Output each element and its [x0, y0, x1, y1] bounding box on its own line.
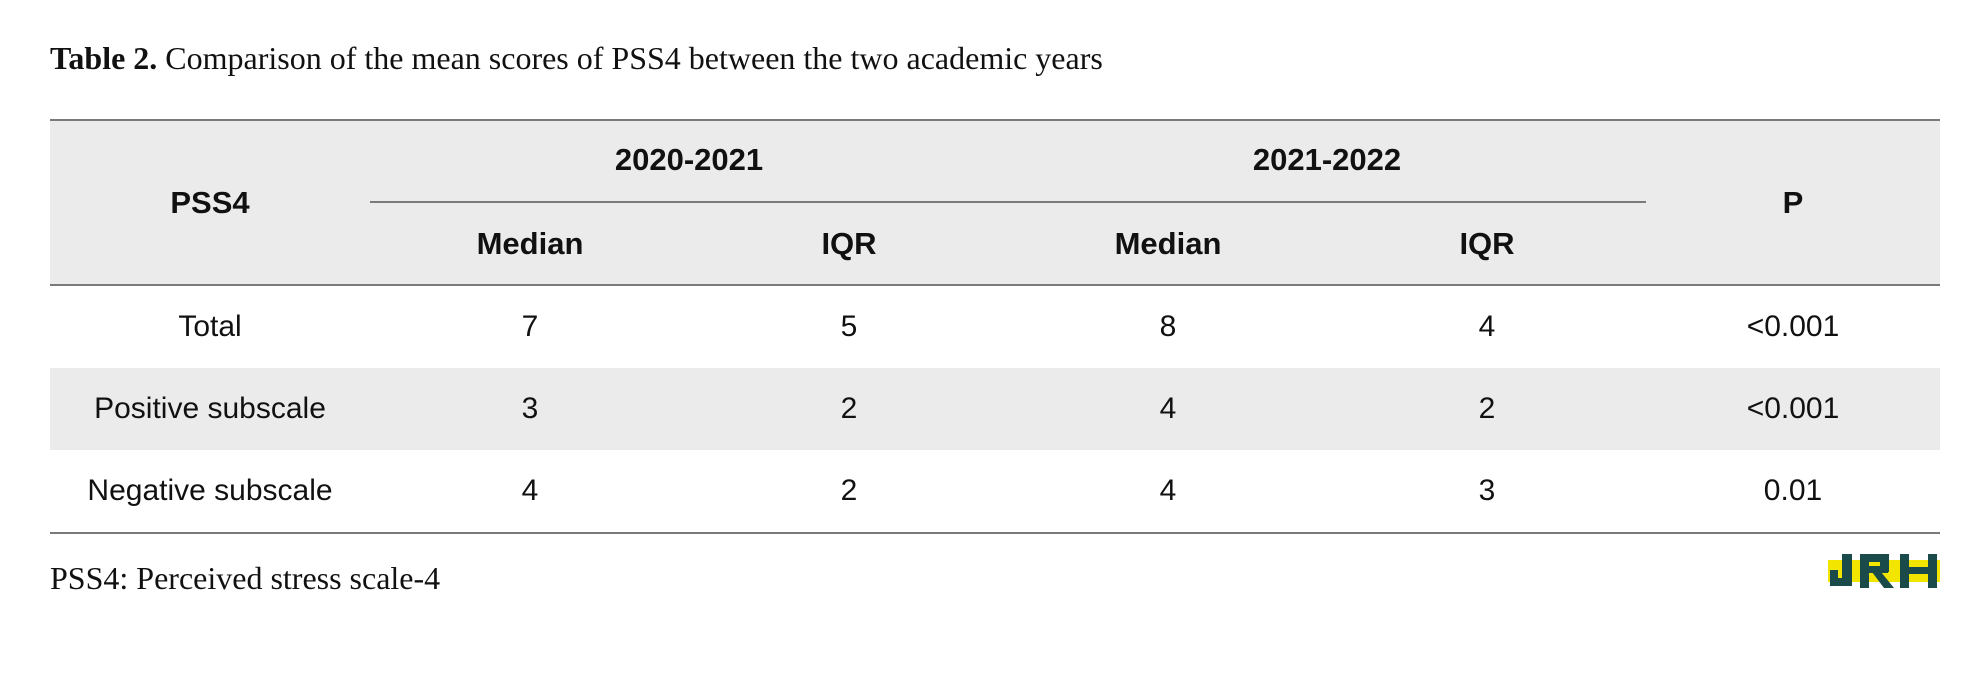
caption-text: Comparison of the mean scores of PSS4 be…	[165, 40, 1103, 76]
cell-median-2020-2021: 3	[521, 392, 539, 425]
group-label: 2020-2021	[614, 142, 764, 177]
logo-letters	[1830, 554, 1937, 588]
cell-iqr-2020-2021: 2	[840, 474, 858, 507]
cell-median-2021-2022: 4	[1159, 474, 1177, 507]
group-label: 2021-2022	[1252, 142, 1402, 177]
cell-p-value: <0.001	[1746, 392, 1840, 425]
results-table: PSS4 2020-2021 2021-2022 P Median IQR Me…	[50, 119, 1940, 534]
table-footnote: PSS4: Perceived stress scale-4	[50, 560, 441, 596]
row-label: Negative subscale	[87, 474, 333, 507]
table-row: Positive subscale 3 2 4 2 <0.001	[50, 368, 1940, 450]
subheader-median: Median	[476, 225, 584, 261]
table-header: PSS4 2020-2021 2021-2022 P Median IQR Me…	[50, 120, 1940, 285]
table-body: Total 7 5 8 4 <0.001 Positive subscale 3…	[50, 285, 1940, 533]
cell-iqr-2021-2022: 3	[1478, 474, 1496, 507]
header-row-groups: PSS4 2020-2021 2021-2022 P	[50, 120, 1940, 220]
group-header-2021-2022: 2021-2022	[1008, 120, 1646, 203]
results-table-container: PSS4 2020-2021 2021-2022 P Median IQR Me…	[50, 119, 1940, 534]
table-row: Negative subscale 4 2 4 3 0.01	[50, 450, 1940, 533]
cell-median-2020-2021: 4	[521, 474, 539, 507]
cell-iqr-2021-2022: 2	[1478, 392, 1496, 425]
group-header-2020-2021: 2020-2021	[370, 120, 1008, 203]
cell-iqr-2020-2021: 5	[840, 310, 858, 343]
row-header-pss4: PSS4	[170, 184, 250, 220]
p-value-header: P	[1782, 184, 1804, 220]
cell-p-value: <0.001	[1746, 310, 1840, 343]
subheader-median: Median	[1114, 225, 1222, 261]
table-row: Total 7 5 8 4 <0.001	[50, 285, 1940, 368]
caption-label: Table 2.	[50, 40, 158, 76]
jrh-logo	[1828, 554, 1940, 588]
cell-iqr-2021-2022: 4	[1478, 310, 1496, 343]
cell-iqr-2020-2021: 2	[840, 392, 858, 425]
subheader-iqr: IQR	[1459, 225, 1515, 261]
cell-median-2020-2021: 7	[521, 310, 539, 343]
group-divider	[1008, 201, 1646, 203]
cell-p-value: 0.01	[1763, 474, 1823, 507]
cell-median-2021-2022: 4	[1159, 392, 1177, 425]
cell-median-2021-2022: 8	[1159, 310, 1177, 343]
group-divider	[370, 201, 1008, 203]
row-label: Positive subscale	[94, 392, 326, 425]
row-label: Total	[178, 310, 242, 343]
subheader-iqr: IQR	[821, 225, 877, 261]
table-caption: Table 2. Comparison of the mean scores o…	[50, 40, 1103, 77]
